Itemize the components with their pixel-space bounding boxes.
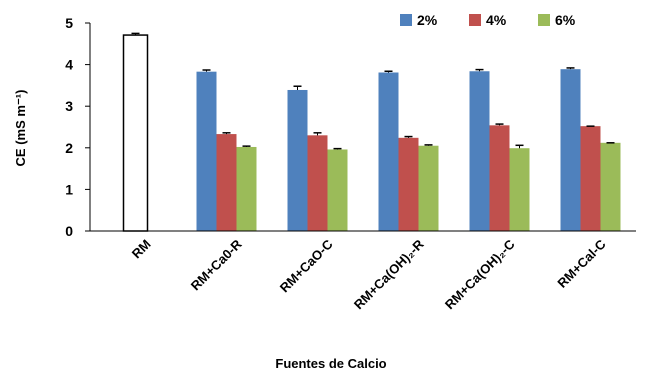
x-tick-labels: RM RM+Ca0-R RM+CaO-C RM+Ca(OH)₂-R RM+Ca(OH)₂… <box>129 236 609 312</box>
bar-6-rm-ca0-r <box>236 146 257 231</box>
bars-layer <box>122 34 621 232</box>
x-tick-label: RM+Cal-C <box>554 236 609 291</box>
x-tick-label: RM+Ca0-R <box>188 236 245 293</box>
legend-swatch-4 <box>469 14 481 26</box>
y-tick-label: 3 <box>65 98 73 114</box>
bar-2-rm-cal-c <box>560 69 581 232</box>
bar-6-rm-ca-oh-r <box>418 145 439 231</box>
x-tick-label: RM+Ca(OH)₂-C <box>442 236 518 312</box>
bar-2-rm-ca-oh-c <box>469 71 490 231</box>
y-ticks: 0 1 2 3 4 5 <box>65 15 90 239</box>
legend-label-4: 4% <box>486 12 507 28</box>
error-bars-layer <box>131 32 615 150</box>
bar-2-rm-ca-oh-r <box>378 72 399 231</box>
bar-2-rm-ca0-r <box>196 71 217 231</box>
bar-2-rm-cao-c <box>287 89 308 231</box>
legend-label-2: 2% <box>417 12 438 28</box>
bar-rm-reference <box>122 34 149 232</box>
x-tick-label: RM+Ca(OH)₂-R <box>351 236 427 312</box>
x-tick-label: RM <box>129 237 154 262</box>
bar-6-rm-cao-c <box>327 149 348 231</box>
x-tick-label: RM+CaO-C <box>277 236 336 295</box>
bar-4-rm-ca-oh-r <box>398 137 419 231</box>
y-tick-label: 2 <box>65 140 73 156</box>
bar-4-rm-cao-c <box>307 135 328 231</box>
bar-4-rm-cal-c <box>580 126 601 231</box>
y-tick-label: 5 <box>65 15 73 31</box>
y-tick-label: 1 <box>65 181 73 197</box>
y-tick-label: 4 <box>65 57 73 73</box>
x-axis-title: Fuentes de Calcio <box>275 356 386 371</box>
bar-4-rm-ca-oh-c <box>489 125 510 231</box>
y-axis-title: CE (mS m⁻¹) <box>13 90 28 167</box>
y-tick-label: 0 <box>65 223 73 239</box>
bar-4-rm-ca0-r <box>216 134 237 231</box>
legend: 2% 4% 6% <box>400 12 576 28</box>
legend-label-6: 6% <box>555 12 576 28</box>
legend-swatch-6 <box>538 14 550 26</box>
bar-6-rm-ca-oh-c <box>509 148 530 231</box>
bar-6-rm-cal-c <box>600 142 621 231</box>
legend-swatch-2 <box>400 14 412 26</box>
